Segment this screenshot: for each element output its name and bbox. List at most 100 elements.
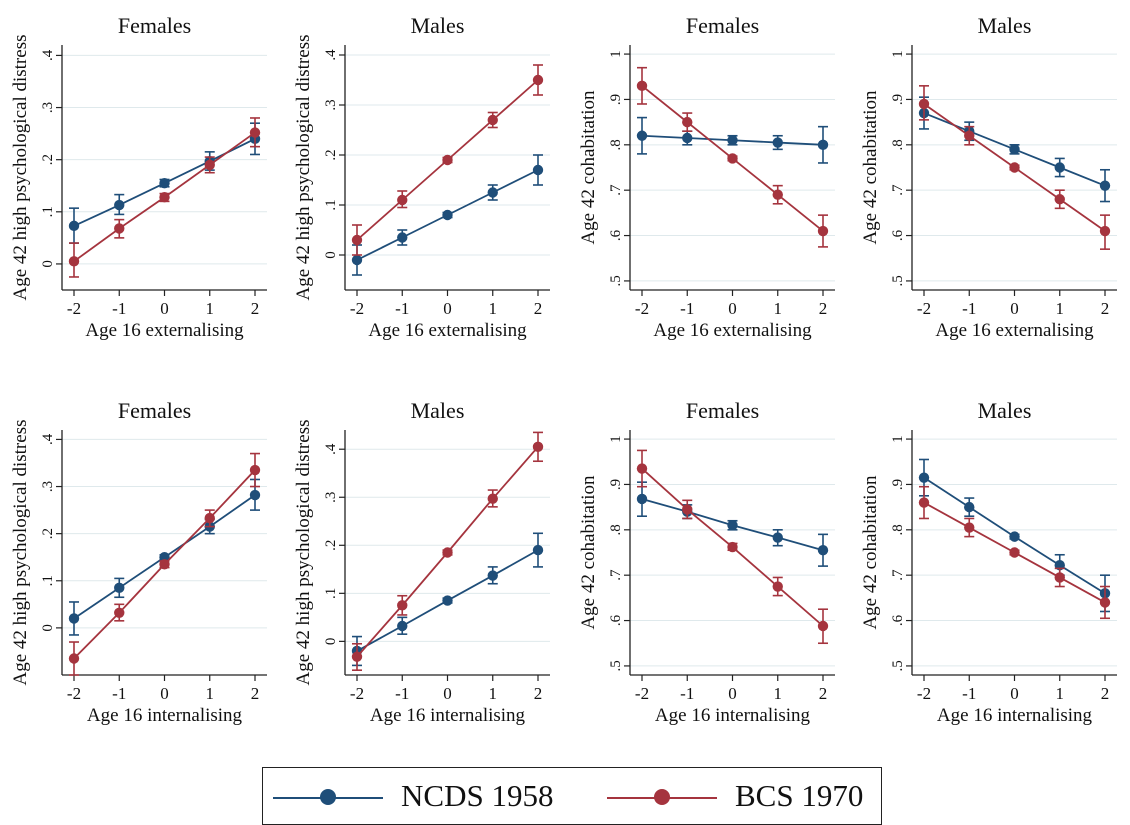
panel-5-bcs-point-3 bbox=[204, 512, 215, 524]
panel-4-title: Males bbox=[978, 13, 1032, 38]
panel-3-bcs-point-1 bbox=[682, 116, 693, 128]
panel-1-x-tick-label-4: 2 bbox=[251, 299, 260, 318]
panel-6-bcs-point-2 bbox=[442, 547, 453, 558]
panel-8-x-tick-label-3: 1 bbox=[1056, 684, 1065, 703]
panel-1-bcs-point-3 bbox=[204, 159, 215, 171]
panel-7-bcs-point-1 bbox=[682, 504, 693, 515]
panel-1-x-axis-label: Age 16 externalising bbox=[85, 320, 244, 341]
panel-6-ncds-point-2 bbox=[442, 595, 453, 606]
panel-7-y-tick-label-3: .8 bbox=[608, 524, 624, 535]
panel-8-x-tick-label-2: 0 bbox=[1010, 684, 1019, 703]
panel-4-bcs-point-3 bbox=[1054, 194, 1065, 205]
panel-5-ncds-point-0 bbox=[68, 613, 80, 624]
panel-8-ncds-point-2 bbox=[1009, 531, 1020, 542]
panel-1-y-tick-label-3: .3 bbox=[40, 102, 56, 113]
panel-3-y-axis-label: Age 42 cohabitation bbox=[578, 90, 599, 245]
panel-7-x-axis-label: Age 16 internalising bbox=[655, 705, 811, 726]
panel-8-y-tick-label-5: 1 bbox=[890, 435, 906, 443]
panel-4-bcs-point-0 bbox=[918, 98, 930, 110]
panel-1-bcs-point-1 bbox=[114, 223, 125, 234]
panel-4-y-tick-label-1: .6 bbox=[890, 229, 906, 241]
panel-7-x-tick-label-3: 1 bbox=[774, 684, 783, 703]
panel-3-bcs-point-2 bbox=[727, 153, 738, 164]
panel-4-x-tick-label-4: 2 bbox=[1101, 299, 1110, 318]
panel-6-bcs-point-1 bbox=[397, 600, 408, 611]
panel-3-title: Females bbox=[686, 13, 759, 38]
panel-5-y-tick-label-3: .3 bbox=[40, 481, 56, 492]
panel-8-bcs-point-1 bbox=[964, 522, 975, 533]
panel-5-y-tick-label-2: .2 bbox=[40, 528, 56, 539]
panel-6-y-tick-label-4: .4 bbox=[323, 443, 339, 455]
panel-2-x-axis-label: Age 16 externalising bbox=[368, 320, 527, 341]
panel-4-y-axis-label: Age 42 cohabitation bbox=[860, 90, 881, 245]
panel-1-y-tick-label-0: 0 bbox=[40, 260, 56, 268]
panel-8-x-tick-label-4: 2 bbox=[1101, 684, 1110, 703]
panel-1-y-axis-label: Age 42 high psychological distress bbox=[10, 35, 31, 301]
panel-6-y-tick-label-1: .1 bbox=[323, 588, 339, 599]
panel-2-y-tick-label-1: .1 bbox=[323, 199, 339, 210]
panel-2-ncds-point-4 bbox=[532, 164, 544, 176]
panel-2-ncds-point-1 bbox=[397, 232, 408, 243]
panel-8-y-tick-label-4: .9 bbox=[890, 479, 906, 490]
panel-3-y-tick-label-4: .9 bbox=[608, 94, 624, 105]
panel-6-title: Males bbox=[411, 398, 465, 423]
panel-8-y-axis-label: Age 42 cohabitation bbox=[860, 475, 881, 630]
panel-6-x-tick-label-1: -1 bbox=[395, 684, 409, 703]
panel-3-x-tick-label-4: 2 bbox=[819, 299, 828, 318]
panel-7-ncds-point-2 bbox=[727, 520, 738, 531]
panel-5-x-tick-label-0: -2 bbox=[67, 684, 81, 703]
panel-5-bcs-point-1 bbox=[114, 607, 125, 619]
panel-7-y-tick-label-2: .7 bbox=[608, 569, 624, 581]
panel-3-x-tick-label-1: -1 bbox=[680, 299, 694, 318]
panel-8-ncds-point-1 bbox=[964, 501, 975, 513]
panel-3-bcs-point-4 bbox=[817, 225, 829, 237]
panel-1-bcs-point-4 bbox=[249, 127, 261, 138]
legend-marker-bcs bbox=[654, 789, 670, 805]
panel-1-title: Females bbox=[118, 13, 191, 38]
panel-4-ncds-point-3 bbox=[1054, 162, 1065, 173]
panel-3-ncds-point-0 bbox=[636, 130, 648, 141]
panel-6-bcs-point-0 bbox=[351, 651, 363, 662]
panel-2-bcs-point-1 bbox=[397, 194, 408, 206]
panel-6-ncds-point-3 bbox=[487, 570, 498, 581]
panel-2-ncds-point-2 bbox=[442, 209, 453, 221]
panel-8-y-tick-label-1: .6 bbox=[890, 614, 906, 626]
panel-6-x-tick-label-0: -2 bbox=[350, 684, 364, 703]
panel-6-bcs-point-4 bbox=[532, 441, 544, 453]
panel-1-x-tick-label-1: -1 bbox=[112, 299, 126, 318]
panel-4-y-tick-label-3: .8 bbox=[890, 139, 906, 150]
panel-2-bcs-point-3 bbox=[487, 114, 498, 126]
panel-7-ncds-point-0 bbox=[636, 493, 648, 505]
panel-7-bcs-point-4 bbox=[817, 620, 829, 632]
panel-4-bcs-point-4 bbox=[1099, 225, 1111, 237]
panel-7-bcs-point-0 bbox=[636, 463, 648, 474]
panel-2-x-tick-label-0: -2 bbox=[350, 299, 364, 318]
panel-3-y-tick-label-1: .6 bbox=[608, 229, 624, 241]
panel-1-x-tick-label-3: 1 bbox=[206, 299, 215, 318]
legend-label-ncds: NCDS 1958 bbox=[401, 778, 554, 813]
panel-7-y-tick-label-1: .6 bbox=[608, 614, 624, 626]
panel-4-y-tick-label-5: 1 bbox=[890, 50, 906, 58]
panel-5-x-tick-label-3: 1 bbox=[206, 684, 215, 703]
panel-1-y-tick-label-1: .1 bbox=[40, 206, 56, 217]
panel-7-y-tick-label-5: 1 bbox=[608, 435, 624, 443]
panel-1-x-tick-label-0: -2 bbox=[67, 299, 81, 318]
panel-4-x-tick-label-0: -2 bbox=[917, 299, 931, 318]
panel-3-ncds-point-1 bbox=[682, 132, 693, 144]
panel-2-x-tick-label-4: 2 bbox=[534, 299, 543, 318]
panel-1-ncds-point-2 bbox=[159, 177, 170, 189]
panel-8-title: Males bbox=[978, 398, 1032, 423]
panel-4-y-tick-label-4: .9 bbox=[890, 94, 906, 105]
panel-5-bcs-point-4 bbox=[249, 464, 261, 476]
panel-5-y-tick-label-4: .4 bbox=[40, 433, 56, 445]
panel-6-ncds-point-1 bbox=[397, 620, 408, 632]
panel-7-bcs-point-2 bbox=[727, 541, 738, 553]
panel-2-x-tick-label-1: -1 bbox=[395, 299, 409, 318]
panel-6-ncds-point-4 bbox=[532, 544, 544, 556]
panel-3-x-axis-label: Age 16 externalising bbox=[653, 320, 812, 341]
panel-4-x-tick-label-2: 0 bbox=[1010, 299, 1019, 318]
panel-2-x-tick-label-3: 1 bbox=[489, 299, 498, 318]
panel-2-y-tick-label-2: .2 bbox=[323, 149, 339, 160]
panel-3-y-tick-label-3: .8 bbox=[608, 139, 624, 150]
panel-4-ncds-point-2 bbox=[1009, 144, 1020, 155]
